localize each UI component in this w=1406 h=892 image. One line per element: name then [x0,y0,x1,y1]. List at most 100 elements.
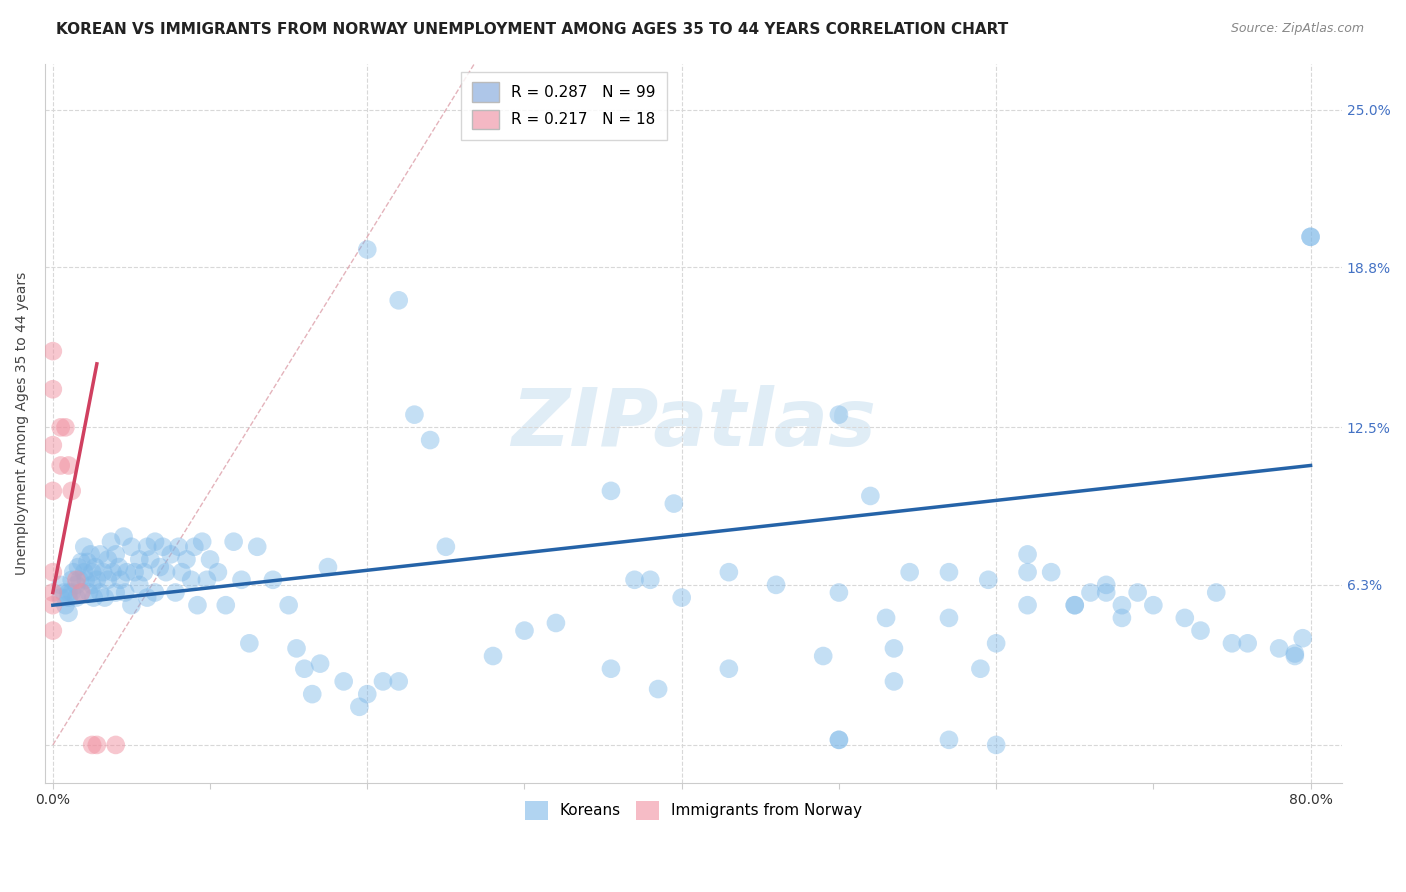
Point [159,548,181,562]
Point [1111,598,1133,612]
Point [136,540,159,554]
Point [108,560,131,574]
Point [1236,636,1258,650]
Text: KOREAN VS IMMIGRANTS FROM NORWAY UNEMPLOYMENT AMONG AGES 35 TO 44 YEARS CORRELAT: KOREAN VS IMMIGRANTS FROM NORWAY UNEMPLO… [56,22,1008,37]
Point [86,738,108,752]
Point [898,565,921,579]
Point [513,624,536,638]
Point [883,641,905,656]
Point [91,565,114,579]
Point [1299,229,1322,244]
Point [332,674,354,689]
Point [984,738,1007,752]
Point [69,573,91,587]
Point [104,585,127,599]
Point [1268,641,1291,656]
Point [112,530,135,544]
Point [49,591,72,605]
Point [309,657,332,671]
Point [186,598,208,612]
Point [1299,229,1322,244]
Point [84,560,107,574]
Point [1017,548,1039,562]
Point [277,598,299,612]
Point [1080,585,1102,599]
Point [97,573,120,587]
Point [262,573,284,587]
Point [191,534,214,549]
Point [301,687,323,701]
Point [149,560,172,574]
Text: Source: ZipAtlas.com: Source: ZipAtlas.com [1230,22,1364,36]
Point [285,641,308,656]
Point [128,552,150,566]
Point [65,578,87,592]
Point [828,408,851,422]
Point [139,552,162,566]
Point [49,420,72,434]
Point [1095,578,1118,592]
Point [82,565,104,579]
Point [110,573,132,587]
Point [180,573,202,587]
Point [97,552,120,566]
Point [222,534,245,549]
Point [143,585,166,599]
Point [170,565,193,579]
Point [49,458,72,473]
Point [128,578,150,592]
Point [1063,598,1085,612]
Point [765,578,787,592]
Point [132,565,155,579]
Point [482,648,505,663]
Point [83,591,105,605]
Point [76,555,98,569]
Point [984,636,1007,650]
Y-axis label: Unemployment Among Ages 35 to 44 years: Unemployment Among Ages 35 to 44 years [15,272,30,575]
Point [93,591,115,605]
Point [215,598,238,612]
Point [155,565,177,579]
Point [62,565,84,579]
Point [60,585,83,599]
Point [938,565,960,579]
Point [183,540,205,554]
Point [120,540,142,554]
Point [42,624,65,638]
Point [70,585,93,599]
Point [859,489,882,503]
Point [120,598,142,612]
Point [167,540,190,554]
Point [938,732,960,747]
Point [238,636,260,650]
Legend: Koreans, Immigrants from Norway: Koreans, Immigrants from Norway [519,795,869,826]
Point [883,674,905,689]
Point [124,565,146,579]
Point [388,293,411,308]
Point [977,573,1000,587]
Point [60,483,83,498]
Point [638,573,661,587]
Point [66,560,89,574]
Point [434,540,457,554]
Point [58,458,80,473]
Point [100,534,122,549]
Point [82,578,104,592]
Point [316,560,339,574]
Point [1095,585,1118,599]
Point [1040,565,1063,579]
Point [114,585,136,599]
Point [356,243,378,257]
Point [152,540,174,554]
Point [176,552,198,566]
Point [623,573,645,587]
Point [938,611,960,625]
Point [600,662,623,676]
Text: ZIPatlas: ZIPatlas [510,384,876,463]
Point [246,540,269,554]
Point [55,598,77,612]
Point [1220,636,1243,650]
Point [544,615,567,630]
Point [717,662,740,676]
Point [717,565,740,579]
